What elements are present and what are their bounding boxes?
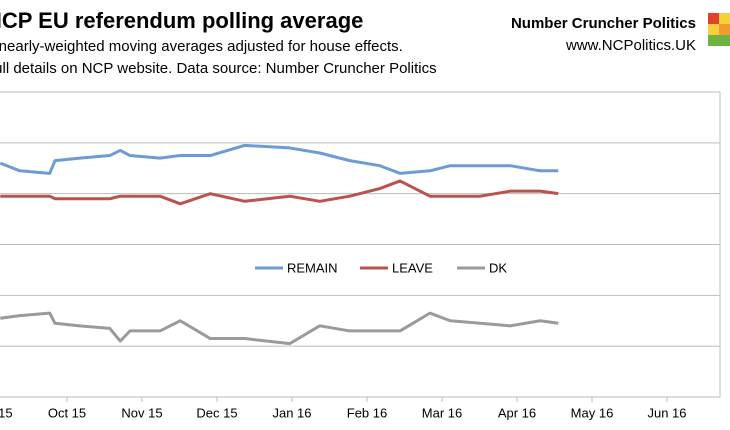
legend-label: DK bbox=[489, 260, 507, 275]
legend-label: REMAIN bbox=[287, 260, 338, 275]
x-tick-label: Jan 16 bbox=[272, 405, 311, 420]
brand-logo bbox=[708, 13, 730, 46]
x-tick-label: May 16 bbox=[571, 405, 614, 420]
x-tick-label: Apr 16 bbox=[498, 405, 536, 420]
series-line bbox=[0, 143, 559, 175]
x-tick-label: Dec 15 bbox=[196, 405, 237, 420]
legend-label: LEAVE bbox=[392, 260, 433, 275]
brand-name: Number Cruncher Politics bbox=[511, 15, 696, 32]
chart-note: Full details on NCP website. Data source… bbox=[0, 60, 437, 77]
x-tick-label: Sep 15 bbox=[0, 405, 13, 420]
x-tick-label: Oct 15 bbox=[48, 405, 86, 420]
x-tick-label: Mar 16 bbox=[422, 405, 462, 420]
chart-title: NCP EU referendum polling average bbox=[0, 8, 363, 33]
chart-subtitle: Linearly-weighted moving averages adjust… bbox=[0, 38, 403, 55]
series-line bbox=[0, 179, 559, 206]
x-tick-label: Jun 16 bbox=[647, 405, 686, 420]
x-tick-label: Feb 16 bbox=[347, 405, 387, 420]
series-line bbox=[0, 311, 559, 346]
x-tick-label: Nov 15 bbox=[121, 405, 162, 420]
brand-website: www.NCPolitics.UK bbox=[565, 37, 696, 54]
